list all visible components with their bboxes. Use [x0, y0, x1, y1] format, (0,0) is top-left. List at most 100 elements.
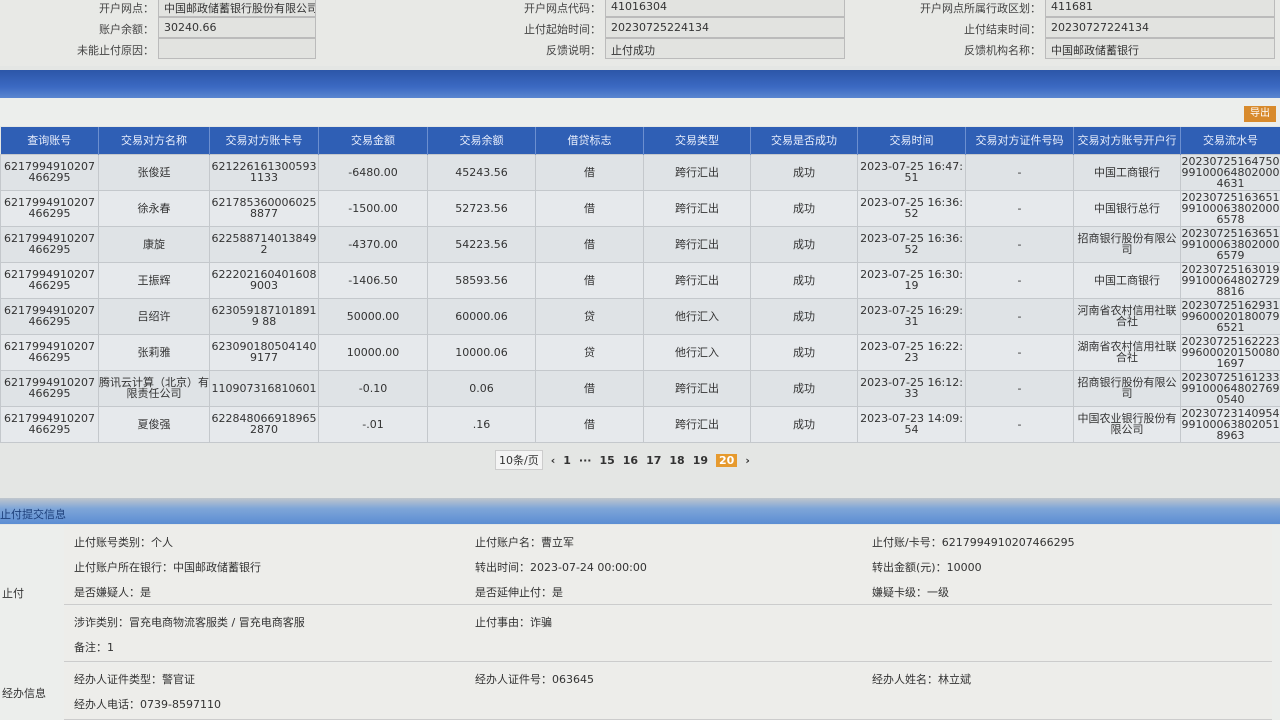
info-item: 备注：1 [74, 641, 114, 654]
column-header[interactable]: 交易对方账卡号 [209, 127, 319, 154]
table-cell: 58593.56 [427, 261, 536, 299]
table-cell: 60000.06 [427, 297, 536, 335]
column-header[interactable]: 借贷标志 [535, 127, 644, 154]
table-cell: 10000.06 [427, 333, 536, 371]
table-cell: 他行汇入 [643, 297, 751, 335]
table-cell: 20230725162223996000201500801697 [1180, 333, 1280, 371]
table-cell: 0.06 [427, 369, 536, 407]
table-cell: - [965, 153, 1074, 191]
page-link[interactable]: 18 [669, 453, 685, 467]
field-label: 止付起始时间： [524, 23, 601, 36]
table-cell: 成功 [750, 333, 858, 371]
info-item: 止付账户名：曹立军 [475, 536, 574, 549]
page-link[interactable]: 1 [563, 453, 571, 467]
table-cell: 2023-07-23 14:09:54 [857, 405, 966, 443]
column-header[interactable]: 交易是否成功 [750, 127, 858, 154]
next-page-button[interactable]: › [745, 453, 750, 467]
section-title: 止付提交信息 [0, 498, 1280, 524]
info-item: 止付事由：诈骗 [475, 616, 552, 629]
field-value: 止付成功 [605, 38, 845, 59]
table-cell: 2023-07-25 16:36:52 [857, 225, 966, 263]
table-cell: 6217994910207466295 [0, 189, 99, 227]
info-item: 止付账户所在银行：中国邮政储蓄银行 [74, 561, 261, 574]
info-item: 转出金额(元)：10000 [872, 561, 982, 574]
table-row[interactable]: 6217994910207466295 徐永春 621785360006025887… [0, 189, 1280, 227]
table-row[interactable]: 6217994910207466295 吕绍许 6230591871018919 8… [0, 297, 1280, 335]
field-value: 41016304 [605, 0, 845, 17]
table-cell: 中国银行总行 [1073, 189, 1181, 227]
table-cell: 成功 [750, 369, 858, 407]
info-item: 涉诈类别：冒充电商物流客服类 / 冒充电商客服 [74, 616, 305, 629]
prev-page-button[interactable]: ‹ [550, 453, 556, 467]
table-cell: 20230725161233991000648027690540 [1180, 369, 1280, 407]
table-row[interactable]: 6217994910207466295 张莉雅 623090180504140917… [0, 333, 1280, 371]
table-cell: 6217994910207466295 [0, 369, 99, 407]
table-cell: 45243.56 [427, 153, 536, 191]
column-header[interactable]: 交易对方账号开户行 [1073, 127, 1181, 154]
transaction-table: 查询账号 交易对方名称 交易对方账卡号 交易金额 交易余额 借贷标志 交易类型 交易是否成功交… [0, 127, 1280, 443]
table-cell: 借 [535, 225, 644, 263]
table-cell: .16 [427, 405, 536, 443]
column-header[interactable]: 交易金额 [318, 127, 428, 154]
field-label: 账户余额： [99, 23, 154, 36]
stop-group-label: 止付 [2, 587, 24, 600]
column-header[interactable]: 交易余额 [427, 127, 536, 154]
export-button[interactable]: 导出 [1244, 106, 1276, 122]
table-cell: 借 [535, 153, 644, 191]
table-row[interactable]: 6217994910207466295 腾讯云计算（北京）有限责任公司 110907… [0, 369, 1280, 407]
table-cell: 腾讯云计算（北京）有限责任公司 [98, 369, 210, 407]
table-cell: - [965, 333, 1074, 371]
column-header[interactable]: 交易流水号 [1180, 127, 1280, 154]
page-link[interactable]: 19 [692, 453, 709, 467]
table-cell: 20230725163651991000638020006578 [1180, 189, 1280, 227]
field-label: 反馈说明： [546, 44, 601, 57]
pagination: 10条/页 ‹ 1 ··· 15 16 17 18 19 20 › [495, 450, 750, 470]
info-item: 经办人证件号：063645 [475, 673, 594, 686]
table-cell: 52723.56 [427, 189, 536, 227]
table-cell: 吕绍许 [98, 297, 210, 335]
table-cell: 2023-07-25 16:22:23 [857, 333, 966, 371]
field-label: 开户网点所属行政区划： [920, 2, 1041, 15]
table-cell: - [965, 297, 1074, 335]
table-cell: -1500.00 [318, 189, 428, 227]
table-cell: 成功 [750, 225, 858, 263]
table-cell: 借 [535, 261, 644, 299]
page-size-select[interactable]: 10条/页 [495, 450, 543, 470]
table-cell: -0.10 [318, 369, 428, 407]
table-row[interactable]: 6217994910207466295 张俊廷 621226161300593113… [0, 153, 1280, 191]
table-cell: 6217994910207466295 [0, 297, 99, 335]
field-label: 反馈机构名称： [964, 44, 1041, 57]
page-link[interactable]: ··· [578, 453, 592, 467]
table-cell: 王振辉 [98, 261, 210, 299]
page-link[interactable]: 17 [646, 453, 662, 467]
table-row[interactable]: 6217994910207466295 康旋 622588714013849 2 -4… [0, 225, 1280, 263]
column-header[interactable]: 交易时间 [857, 127, 966, 154]
column-header[interactable]: 查询账号 [0, 127, 99, 154]
page-link[interactable]: 15 [599, 453, 615, 467]
info-item: 经办人电话：0739-8597110 [74, 698, 221, 711]
table-row[interactable]: 6217994910207466295 王振辉 622202160401608900… [0, 261, 1280, 299]
table-cell: 6217994910207466295 [0, 333, 99, 371]
table-cell: 54223.56 [427, 225, 536, 263]
table-cell: 跨行汇出 [643, 225, 751, 263]
column-header[interactable]: 交易对方证件号码 [965, 127, 1074, 154]
table-cell: 2023-07-25 16:30:19 [857, 261, 966, 299]
table-cell: 成功 [750, 297, 858, 335]
table-cell: 6222021604016089003 [209, 261, 319, 299]
table-cell: 跨行汇出 [643, 153, 751, 191]
page-link[interactable]: 16 [622, 453, 639, 467]
table-cell: 6228480669189652870 [209, 405, 319, 443]
table-cell: 20230725163019991000648027298816 [1180, 261, 1280, 299]
table-row[interactable]: 6217994910207466295 夏俊强 622848066918965287… [0, 405, 1280, 443]
column-header[interactable]: 交易类型 [643, 127, 751, 154]
field-label: 开户网点代码： [524, 2, 601, 15]
field-value: 20230725224134 [605, 17, 845, 38]
table-cell: 贷 [535, 297, 644, 335]
current-page[interactable]: 20 [716, 453, 738, 467]
info-item: 止付账/卡号：6217994910207466295 [872, 536, 1075, 549]
table-cell: - [965, 189, 1074, 227]
field-label: 止付结束时间： [964, 23, 1041, 36]
table-cell: 招商银行股份有限公司 [1073, 225, 1181, 263]
column-header[interactable]: 交易对方名称 [98, 127, 210, 154]
table-toolbar: 导出 [0, 98, 1280, 126]
